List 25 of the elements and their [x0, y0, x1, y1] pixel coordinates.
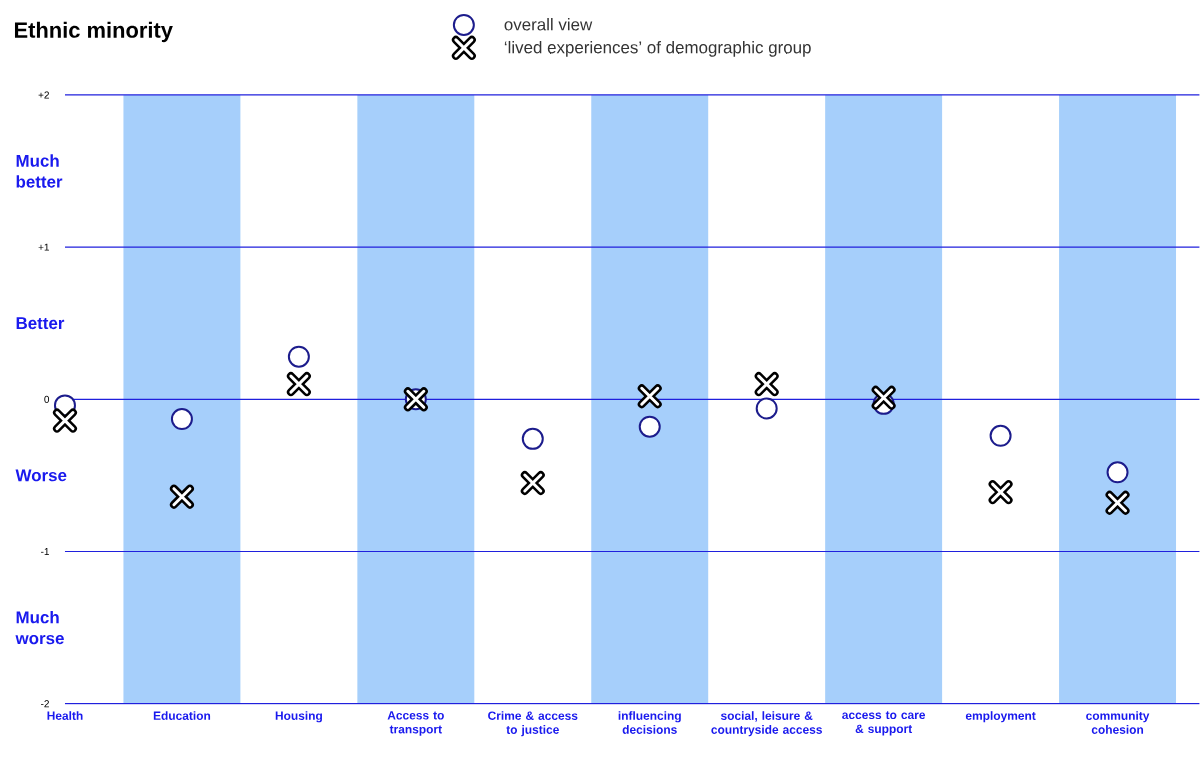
x-tick-label: Education: [153, 711, 211, 721]
x-tick-label: Health: [47, 711, 83, 721]
x-tick-label: community cohesion: [1086, 711, 1150, 735]
x-tick-label: Crime & access to justice: [488, 711, 578, 737]
point: [638, 415, 661, 438]
x-tick-label: social, leisure & countryside access: [711, 711, 822, 737]
x-tick-label: Access to transport: [387, 711, 444, 737]
x-tick-label: Housing: [275, 711, 322, 723]
y-tick-label: 0: [44, 395, 50, 404]
x-tick-label: employment: [965, 711, 1036, 723]
text: Much better: [16, 154, 63, 188]
y-tick-label: +1: [38, 243, 49, 251]
legend-label: ‘lived experiences’ of demographic group: [504, 41, 811, 57]
text: Much worse: [15, 611, 64, 645]
y-tick-label: +2: [38, 91, 49, 99]
point: [1106, 461, 1129, 484]
legend-label: overall view: [504, 18, 593, 31]
y-tick-label: -1: [41, 548, 49, 556]
x-tick-label: access to care & support: [842, 711, 926, 736]
text: Better: [16, 317, 65, 330]
point: [170, 408, 193, 431]
x-tick-label: influencing decisions: [618, 711, 681, 735]
chart-title: Ethnic minority: [14, 21, 173, 43]
y-tick-label: -2: [41, 700, 49, 708]
annotation: Worse: [15, 469, 67, 482]
